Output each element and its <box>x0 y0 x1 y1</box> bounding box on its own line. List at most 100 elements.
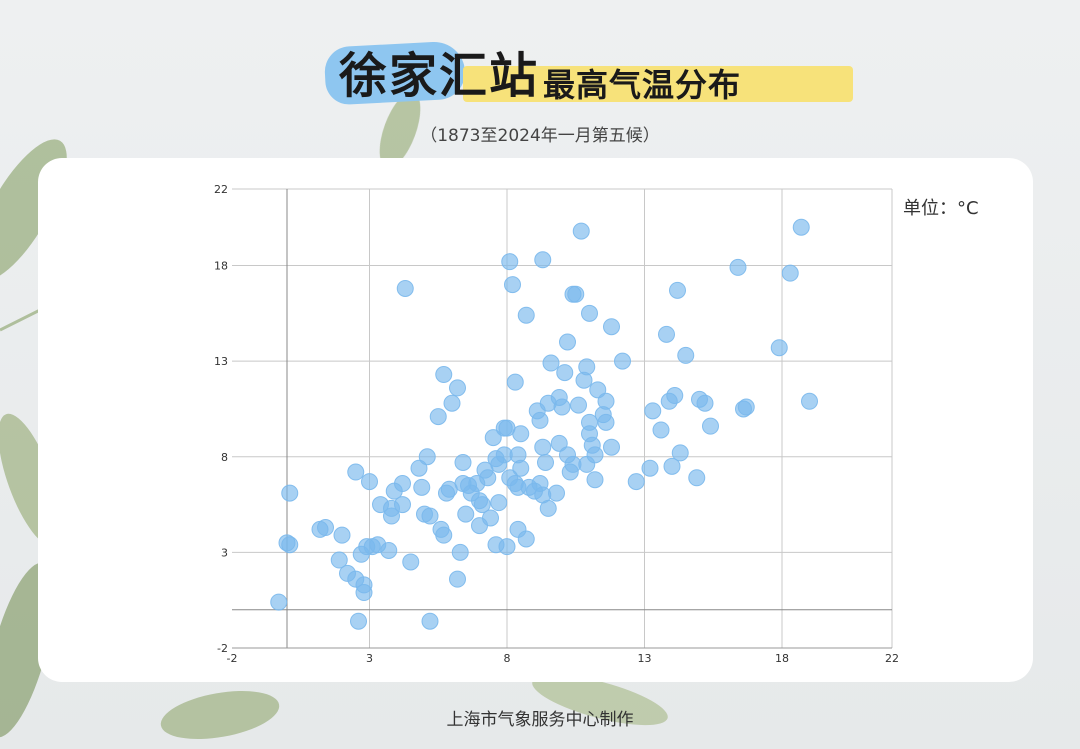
scatter-point <box>451 543 469 561</box>
scatter-point <box>781 264 799 282</box>
scatter-point <box>658 325 675 343</box>
scatter-point <box>589 381 607 399</box>
scatter-point <box>484 429 502 447</box>
chart-grid <box>232 188 893 649</box>
scatter-point <box>330 551 348 569</box>
scatter-point <box>792 218 810 236</box>
scatter-point <box>597 392 615 410</box>
scatter-point <box>652 421 670 439</box>
scatter-point <box>570 396 587 414</box>
scatter-point <box>578 358 596 376</box>
title-area: 徐家汇站 最高气温分布 <box>0 36 1080 106</box>
scatter-point <box>666 387 684 405</box>
scatter-point <box>421 507 439 525</box>
scatter-point <box>688 469 706 487</box>
footer-credit: 上海市气象服务中心制作 <box>446 710 634 730</box>
x-tick-label: 3 <box>366 652 373 665</box>
scatter-point <box>421 612 439 630</box>
scatter-point <box>396 279 414 297</box>
page-title: 徐家汇站 最高气温分布 <box>323 36 853 106</box>
scatter-point <box>702 417 719 435</box>
scatter-point <box>729 258 747 276</box>
unit-label: 单位：°C <box>903 198 979 219</box>
y-tick-label: 13 <box>214 355 228 368</box>
scatter-point <box>556 364 574 382</box>
scatter-point <box>603 438 620 456</box>
scatter-point <box>539 499 557 517</box>
scatter-point <box>801 392 818 410</box>
x-tick-label: 8 <box>504 652 511 665</box>
x-tick-label: 22 <box>885 652 899 665</box>
scatter-point <box>517 530 535 548</box>
scatter-point <box>479 469 497 487</box>
x-tick-label: 13 <box>638 652 652 665</box>
scatter-point <box>737 398 755 416</box>
title-station: 徐家汇站 <box>338 48 539 104</box>
scatter-point <box>581 304 598 322</box>
scatter-point <box>355 584 373 602</box>
title-highlight-yellow <box>462 66 853 102</box>
y-tick-label: -2 <box>217 642 228 655</box>
scatter-point <box>498 538 516 556</box>
y-tick-label: 22 <box>214 183 228 196</box>
scatter-point <box>663 457 681 475</box>
scatter-point <box>669 281 686 299</box>
scatter-point <box>504 276 521 294</box>
scatter-point <box>350 612 367 630</box>
scatter-point <box>614 352 631 370</box>
scatter-point <box>473 496 491 514</box>
page-subtitle: （1873至2024年一月第五候） <box>420 126 660 146</box>
scatter-point <box>347 463 365 481</box>
scatter-point <box>696 394 714 412</box>
scatter-point <box>454 453 472 471</box>
scatter-point <box>506 373 524 391</box>
scatter-point <box>512 459 530 477</box>
scatter-point <box>548 484 565 502</box>
scatter-point <box>380 541 398 559</box>
scatter-point <box>534 251 552 269</box>
scatter-point <box>641 459 659 477</box>
x-tick-label: -2 <box>227 652 238 665</box>
scatter-point <box>550 434 568 452</box>
scatter-point <box>449 570 466 588</box>
scatter-point <box>482 509 499 527</box>
scatter-point <box>457 505 475 523</box>
scatter-point <box>586 471 604 489</box>
scatter-point <box>410 459 428 477</box>
scatter-point <box>553 398 571 416</box>
scatter-point <box>435 366 453 384</box>
scatter-point <box>281 536 299 554</box>
x-tick-label: 18 <box>775 652 789 665</box>
chart-ticks: -2 3 8 13 18 22 -2 3 8 13 18 22 <box>214 183 899 665</box>
y-tick-label: 8 <box>221 451 228 464</box>
scatter-point <box>644 402 662 420</box>
scatter-point <box>567 285 585 303</box>
scatter-point <box>443 394 461 412</box>
scatter-point <box>333 526 351 544</box>
scatter-point <box>677 346 695 364</box>
scatter-point <box>512 425 530 443</box>
scatter-point <box>413 478 431 496</box>
scatter-point <box>418 448 436 466</box>
y-tick-label: 3 <box>221 546 228 559</box>
scatter-point <box>490 494 508 512</box>
scatter-point <box>449 379 466 397</box>
scatter-point <box>361 473 378 491</box>
scatter-point <box>402 553 420 571</box>
y-tick-label: 18 <box>214 260 228 273</box>
scatter-point <box>586 446 604 464</box>
scatter-point <box>517 306 535 324</box>
scatter-point <box>270 593 288 611</box>
scatter-point <box>394 475 411 493</box>
scatter-point <box>429 408 447 426</box>
scatter-point <box>435 526 453 544</box>
scatter-point <box>627 473 645 491</box>
scatter-point <box>770 339 788 357</box>
scatter-point <box>559 333 576 351</box>
scatter-point <box>534 438 552 456</box>
scatter-point <box>597 413 615 431</box>
scatter-point <box>531 411 549 429</box>
scatter-point <box>603 318 620 336</box>
scatter-point <box>537 453 554 471</box>
